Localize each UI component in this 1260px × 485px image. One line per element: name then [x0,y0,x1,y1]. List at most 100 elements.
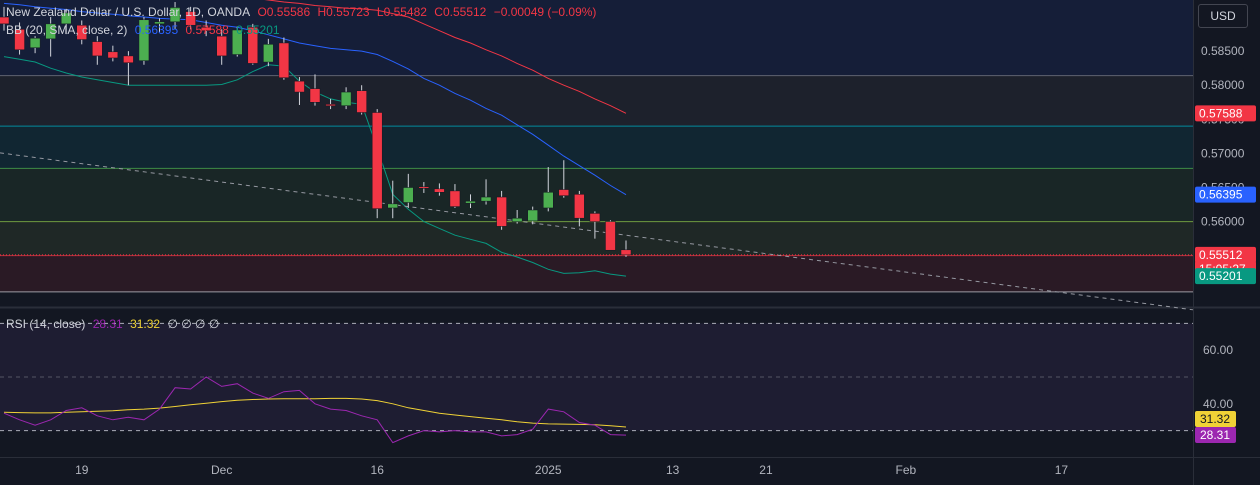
close-value: C0.55512 [434,5,487,19]
candle[interactable] [574,190,585,227]
candle[interactable] [138,17,150,65]
rsi-tag-label: 31.32 [1200,412,1230,426]
open-value: O0.55586 [257,5,311,19]
low-value: L0.55482 [376,5,427,19]
candle-body [574,194,585,219]
candle[interactable] [371,109,383,219]
rsi-tag-label: 28.31 [1200,428,1230,442]
candle[interactable] [340,87,352,110]
candle[interactable] [589,211,601,239]
price-zone [0,168,1193,222]
price-tag-bg [1195,105,1256,122]
candle[interactable] [527,206,538,225]
rsi-tag: 31.32 [1195,411,1236,428]
candle-body [200,27,212,31]
candle[interactable] [449,184,461,208]
price-tag-label: 0.55201 [1199,269,1243,283]
time-tick-label: 17 [1055,463,1069,477]
candle[interactable] [434,183,445,196]
candle[interactable] [418,182,430,193]
candle[interactable] [543,167,554,212]
candle-body [247,27,259,64]
price-tick-label: 0.57000 [1201,146,1245,160]
candle-body [340,91,352,106]
rsi-label: RSI (14, close) [6,317,86,331]
rsi-pane [0,322,1193,444]
candle[interactable] [309,74,321,106]
candle[interactable] [480,179,492,205]
candle[interactable] [232,26,243,57]
candle[interactable] [558,160,570,198]
candle[interactable] [511,210,523,224]
rsi-legend[interactable]: RSI (14, close) 28.31 31.32 ∅ ∅ ∅ ∅ [6,317,223,331]
candle[interactable] [325,98,336,110]
candle[interactable] [123,51,134,86]
candle[interactable] [247,23,259,65]
price-tag-bg [1195,268,1256,285]
candle-body [169,7,181,23]
candle[interactable] [107,45,119,62]
candle-body [60,12,72,25]
candle[interactable] [465,194,476,208]
candle-body [107,51,119,59]
candle[interactable] [605,220,616,251]
time-tick-label: 13 [666,463,680,477]
candle-body [45,23,56,40]
candle[interactable] [278,37,290,80]
axes: 0.590000.585000.580000.575000.570000.565… [75,10,1256,477]
candle[interactable] [200,20,212,37]
candle-body [418,186,430,189]
price-tick-label: 0.58500 [1201,44,1245,58]
currency-button[interactable]: USD [1198,4,1248,28]
candle[interactable] [76,20,87,45]
bb-lower-value: 0.55201 [236,23,280,37]
candle[interactable] [14,22,25,55]
candle-body [356,90,367,113]
candle[interactable] [496,190,507,230]
candle[interactable] [45,17,56,57]
price-tag-bg [1195,246,1256,263]
price-zone [0,0,1193,76]
candle-body [589,213,601,222]
candle[interactable] [60,8,72,35]
candle-body [496,196,507,227]
candle-body [434,188,445,193]
candle-body [620,249,632,256]
rsi-tag-bg [1195,427,1236,444]
dashed-trendline[interactable] [0,152,1194,311]
candle[interactable] [154,18,165,33]
candle[interactable] [216,29,227,65]
time-tick-label: Feb [896,463,917,477]
candle-body [76,24,87,40]
bb-legend[interactable]: BB (20, SMA, close, 2) 0.56395 0.57588 0… [6,23,284,37]
candle[interactable] [263,38,274,67]
candle[interactable] [620,240,632,257]
candle[interactable] [0,6,10,31]
candle-body [387,203,398,209]
high-value: H0.55723 [317,5,370,19]
rsi-tag: 28.31 [1195,427,1236,444]
candle-body [123,55,134,63]
candle[interactable] [356,85,367,115]
price-zones [0,0,1193,292]
candle-body [29,37,41,48]
price-tag: 0.55201 [1195,268,1256,285]
price-tag: 0.55512 [1195,246,1256,263]
candle-body [278,42,290,78]
candle[interactable] [294,77,305,105]
candle-body [263,44,274,63]
candle[interactable] [185,6,196,30]
candle[interactable] [29,36,41,54]
price-tick-label: 0.56000 [1201,215,1245,229]
rsi-tick-label: 60.00 [1203,343,1233,357]
candle[interactable] [92,36,103,65]
candle-body [480,196,492,202]
candle[interactable] [403,173,414,208]
rsi-empty-values: ∅ ∅ ∅ ∅ [167,317,220,331]
price-tag-bg [1195,186,1256,203]
candle[interactable] [169,2,181,30]
candle[interactable] [387,180,398,219]
candles [0,2,632,257]
